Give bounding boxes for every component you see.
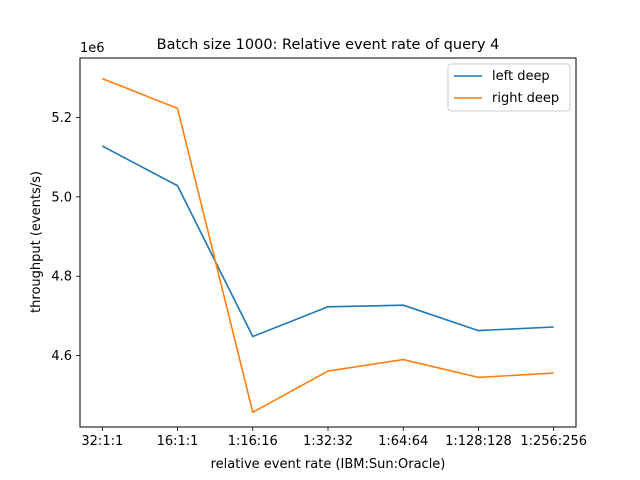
axes-frame — [79, 57, 577, 428]
legend-label-right-deep: right deep — [492, 91, 559, 106]
x-tick-label: 1:64:64 — [378, 434, 428, 449]
x-tick-label: 1:256:256 — [520, 434, 587, 449]
series-line-left-deep — [101, 145, 554, 338]
y-axis-label: throughput (events/s) — [29, 171, 44, 313]
x-tick-label: 1:128:128 — [445, 434, 512, 449]
legend-label-left-deep: left deep — [492, 69, 550, 84]
y-tick-label: 5.0 — [51, 190, 72, 205]
x-axis-label: relative event rate (IBM:Sun:Oracle) — [211, 457, 446, 472]
x-tick-label: 1:16:16 — [228, 434, 278, 449]
legend: left deep right deep — [447, 63, 571, 112]
series-lines — [101, 77, 554, 414]
y-tick-label: 5.2 — [51, 111, 72, 126]
x-tick-label: 1:32:32 — [303, 434, 353, 449]
series-line-right-deep — [102, 77, 554, 414]
chart-title: Batch size 1000: Relative event rate of … — [157, 37, 500, 53]
y-offset-label: 1e6 — [80, 41, 105, 56]
x-tick-label: 32:1:1 — [81, 434, 123, 449]
x-tick-label: 16:1:1 — [157, 434, 199, 449]
axis-ticks: 32:1:1 16:1:1 1:16:16 1:32:32 1:64:64 1:128:1… — [51, 111, 587, 449]
y-tick-label: 4.8 — [51, 270, 72, 285]
y-tick-label: 4.6 — [51, 349, 72, 364]
